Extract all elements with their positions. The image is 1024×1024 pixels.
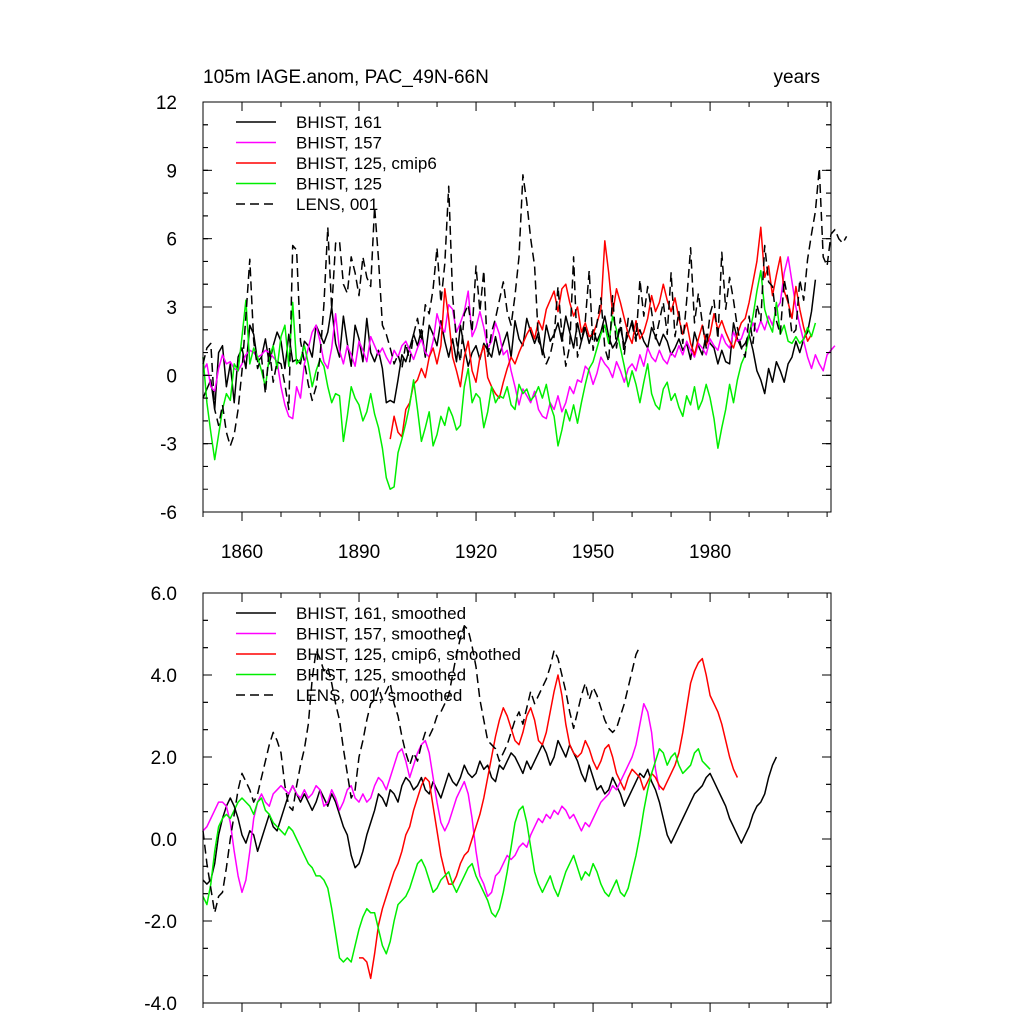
top-series-layer	[202, 167, 848, 490]
bottom-series-line-4	[202, 625, 641, 914]
top-ytick-label: 3	[166, 298, 177, 319]
top-legend-label-1: BHIST, 157	[296, 134, 382, 153]
top-axis-layer: 12 9 6 3 0 -3 -6 1860 1890 1920 1950 1980	[156, 93, 832, 563]
top-series-line-4	[202, 167, 848, 447]
bottom-plot-frame	[202, 592, 832, 1004]
bottom-axis-layer: 6.0 4.0 2.0 0.0 -2.0 -4.0	[144, 584, 832, 1015]
bottom-ytick-label: 4.0	[151, 666, 177, 687]
bottom-panel: 6.0 4.0 2.0 0.0 -2.0 -4.0 BHIST, 161, smoothe…	[144, 584, 832, 1015]
top-xtick-label: 1950	[572, 542, 614, 563]
bottom-ytick-label: 2.0	[151, 748, 177, 769]
top-ytick-label: 9	[166, 161, 177, 182]
top-ytick-label: 12	[156, 93, 177, 114]
top-series-line-3	[202, 269, 817, 490]
top-panel-units: years	[774, 67, 820, 88]
top-ytick-label: 6	[166, 230, 177, 251]
bottom-legend-label-2: BHIST, 125, cmip6, smoothed	[296, 645, 521, 664]
bottom-series-line-1	[202, 702, 661, 898]
bottom-ytick-label: 0.0	[151, 830, 177, 851]
bottom-series-layer	[202, 625, 778, 980]
bottom-legend-label-4: LENS, 001, smoothed	[296, 686, 462, 705]
top-xtick-label: 1920	[455, 542, 497, 563]
bottom-ytick-label: -4.0	[144, 994, 177, 1015]
top-series-line-0	[202, 279, 817, 411]
top-ytick-label: 0	[166, 366, 177, 387]
bottom-legend-label-0: BHIST, 161, smoothed	[296, 604, 466, 623]
top-legend-label-0: BHIST, 161	[296, 113, 382, 132]
bottom-series-line-3	[202, 748, 711, 963]
top-series-line-2	[389, 226, 813, 440]
top-xtick-label: 1890	[338, 542, 380, 563]
top-series-line-1	[202, 256, 836, 420]
bottom-legend: BHIST, 161, smoothed BHIST, 157, smoothed…	[236, 604, 521, 705]
top-legend-label-2: BHIST, 125, cmip6	[296, 154, 437, 173]
top-panel-title: 105m IAGE.anom, PAC_49N-66N	[203, 67, 489, 88]
bottom-ytick-label: -2.0	[144, 912, 177, 933]
top-legend-label-4: LENS, 001	[296, 195, 378, 214]
bottom-legend-label-3: BHIST, 125, smoothed	[296, 666, 466, 685]
bottom-ytick-label: 6.0	[151, 584, 177, 605]
bottom-series-line-2	[359, 657, 739, 980]
top-xtick-label: 1860	[221, 542, 263, 563]
top-ytick-label: -6	[160, 503, 177, 524]
top-panel: 105m IAGE.anom, PAC_49N-66N years 12 9 6 3 0…	[156, 67, 848, 563]
bottom-series-line-0	[202, 739, 778, 885]
top-xtick-label: 1980	[689, 542, 731, 563]
top-ytick-label: -3	[160, 435, 177, 456]
top-legend-label-3: BHIST, 125	[296, 175, 382, 194]
bottom-legend-label-1: BHIST, 157, smoothed	[296, 625, 466, 644]
